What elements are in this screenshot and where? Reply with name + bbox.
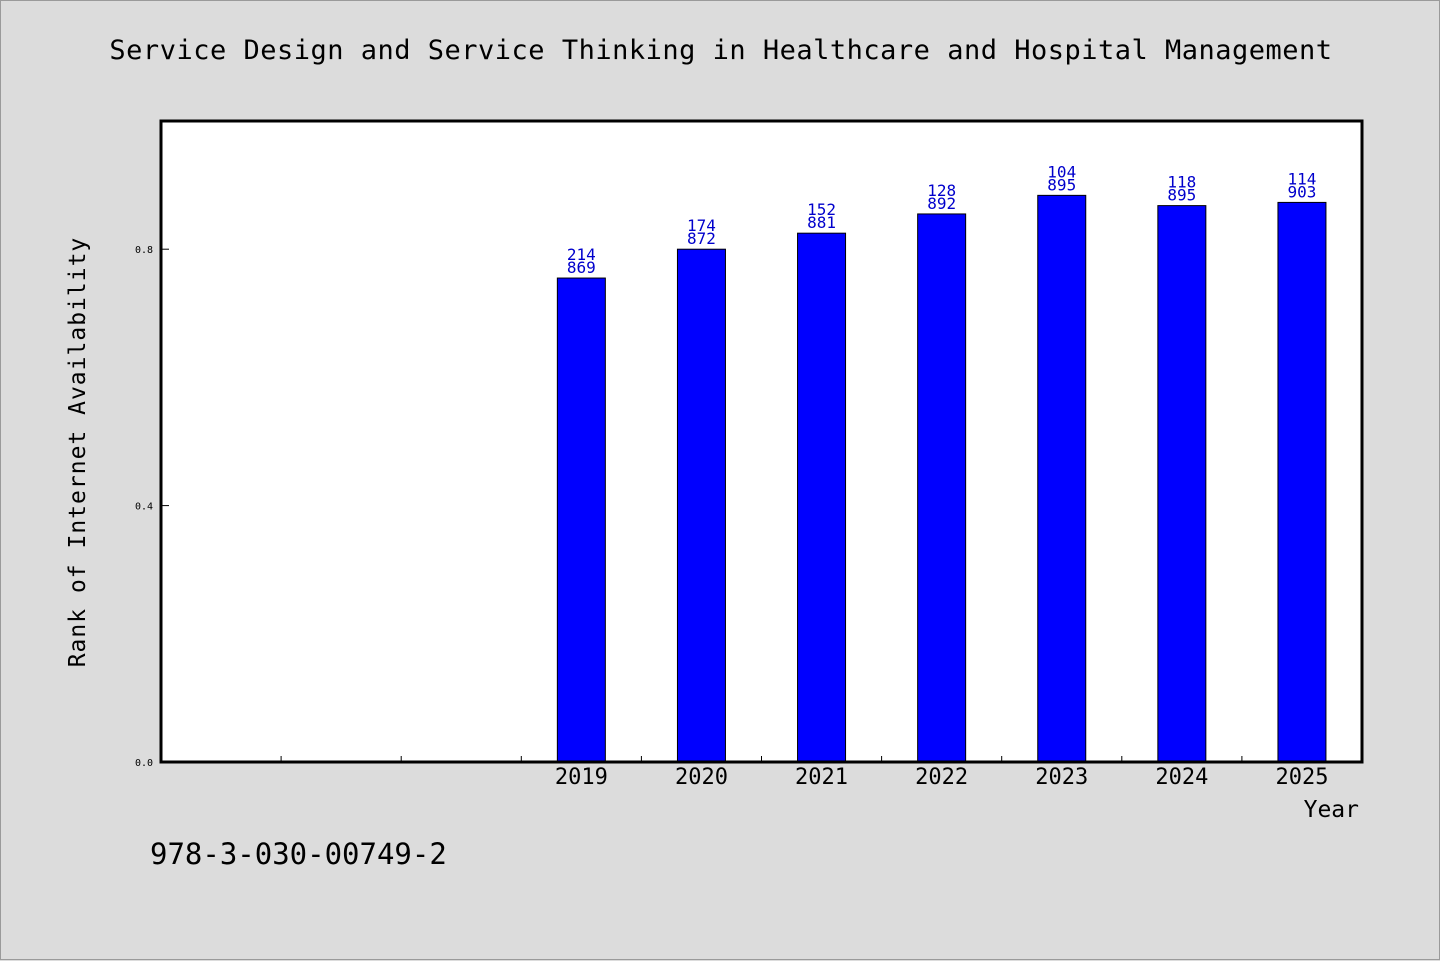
bar-label-top: 104 (1047, 162, 1076, 181)
plot-border (159, 119, 1364, 764)
x-tick-label: 2025 (1275, 765, 1328, 790)
bar-label-top: 118 (1167, 173, 1196, 192)
x-tick-label: 2022 (915, 765, 968, 790)
y-tick-label: 0.4 (135, 502, 153, 513)
bar (556, 277, 606, 763)
bar-label-bottom: 895 (1167, 186, 1196, 205)
bar (676, 248, 726, 763)
bar-label-top: 152 (807, 200, 836, 219)
bar-label-bottom: 903 (1287, 182, 1316, 201)
x-tick-label: 2021 (795, 765, 848, 790)
bar-label-top: 174 (687, 216, 716, 235)
bar (1277, 201, 1327, 763)
bar-label-bottom: 892 (927, 194, 956, 213)
bar-label-top: 114 (1287, 169, 1316, 188)
bar-label-bottom: 872 (687, 229, 716, 248)
isbn-text: 978-3-030-00749-2 (150, 837, 447, 871)
y-tick-label: 0.8 (135, 245, 153, 256)
y-tick-label: 0.0 (135, 758, 153, 769)
bar (1157, 205, 1207, 763)
bar-label-bottom: 881 (807, 213, 836, 232)
bar (1037, 194, 1087, 763)
bar-label-bottom: 869 (567, 258, 596, 277)
bar (797, 232, 847, 763)
chart-title: Service Design and Service Thinking in H… (109, 35, 1333, 66)
bar-label-bottom: 895 (1047, 175, 1076, 194)
x-axis-label: Year (1303, 797, 1359, 823)
x-tick-label: 2020 (675, 765, 728, 790)
x-tick-label: 2019 (555, 765, 608, 790)
x-tick-label: 2024 (1155, 765, 1208, 790)
x-tick-label: 2023 (1035, 765, 1088, 790)
bar-label-top: 214 (567, 245, 596, 264)
bar (917, 213, 967, 763)
bar-label-top: 128 (927, 181, 956, 200)
